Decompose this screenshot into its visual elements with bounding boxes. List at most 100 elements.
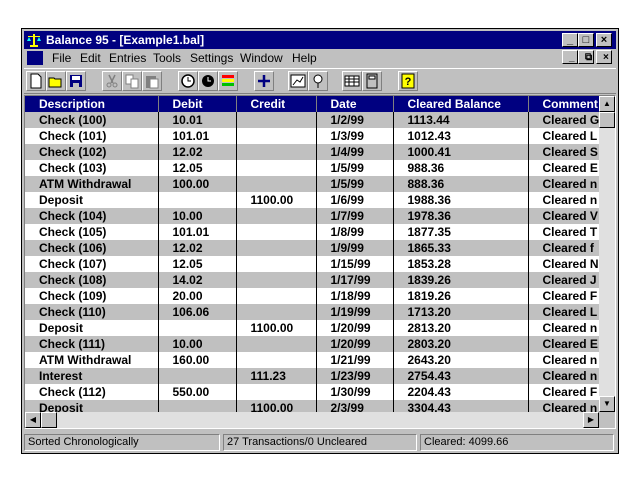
balloon-button[interactable]	[308, 71, 328, 91]
cell-cleared-balance[interactable]: 1877.35	[393, 224, 529, 240]
minimize-button[interactable]: _	[562, 33, 578, 47]
table-row[interactable]: Check (100) 10.01 1/2/99 1113.44 Cleared G	[25, 112, 601, 128]
cell-description[interactable]: Check (100)	[25, 112, 159, 128]
table-row[interactable]: Check (105) 101.01 1/8/99 1877.35 Cleared T	[25, 224, 601, 240]
table-row[interactable]: Check (108) 14.02 1/17/99 1839.26 Cleared J	[25, 272, 601, 288]
cell-comment[interactable]: Cleared J	[528, 272, 601, 288]
title-bar[interactable]: Balance 95 - [Example1.bal] _ □ ×	[24, 31, 616, 49]
cell-cleared-balance[interactable]: 1839.26	[393, 272, 529, 288]
cell-comment[interactable]: Cleared f	[528, 240, 601, 256]
table-row[interactable]: Check (111) 10.00 1/20/99 2803.20 Cleared E	[25, 336, 601, 352]
cell-date[interactable]: 1/4/99	[316, 144, 394, 160]
chart-button[interactable]	[288, 71, 308, 91]
table-row[interactable]: Check (104) 10.00 1/7/99 1978.36 Cleared V	[25, 208, 601, 224]
table-row[interactable]: Check (112) 550.00 1/30/99 2204.43 Cleared F	[25, 384, 601, 400]
col-date[interactable]: Date	[316, 96, 394, 112]
menu-edit[interactable]: Edit	[80, 51, 101, 65]
table-row[interactable]: Check (110) 106.06 1/19/99 1713.20 Cleared L	[25, 304, 601, 320]
cell-credit[interactable]	[236, 224, 317, 240]
cell-debit[interactable]: 100.00	[158, 176, 237, 192]
cell-credit[interactable]	[236, 160, 317, 176]
cell-comment[interactable]: Cleared N	[528, 256, 601, 272]
scroll-up-button[interactable]: ▲	[599, 96, 615, 112]
table-row[interactable]: Deposit 1100.00 1/6/99 1988.36 Cleared n	[25, 192, 601, 208]
cell-debit[interactable]: 12.02	[158, 144, 237, 160]
cell-cleared-balance[interactable]: 1978.36	[393, 208, 529, 224]
menu-entries[interactable]: Entries	[109, 51, 147, 65]
cell-credit[interactable]: 1100.00	[236, 320, 317, 336]
paste-button[interactable]	[142, 71, 162, 91]
horizontal-scrollbar[interactable]: ◀ ▶	[25, 412, 599, 428]
col-cleared-balance[interactable]: Cleared Balance	[393, 96, 529, 112]
cell-comment[interactable]: Cleared n	[528, 192, 601, 208]
cell-debit[interactable]: 101.01	[158, 128, 237, 144]
document-icon[interactable]	[27, 51, 43, 65]
cell-debit[interactable]: 10.00	[158, 336, 237, 352]
cell-description[interactable]: Check (106)	[25, 240, 159, 256]
grid-button[interactable]	[342, 71, 362, 91]
table-row[interactable]: Check (102) 12.02 1/4/99 1000.41 Cleared S	[25, 144, 601, 160]
cell-debit[interactable]: 20.00	[158, 288, 237, 304]
cell-date[interactable]: 1/6/99	[316, 192, 394, 208]
vertical-scrollbar[interactable]: ▲ ▼	[599, 96, 615, 412]
col-description[interactable]: Description	[25, 96, 159, 112]
cell-date[interactable]: 1/7/99	[316, 208, 394, 224]
cell-comment[interactable]: Cleared F	[528, 288, 601, 304]
cell-date[interactable]: 1/21/99	[316, 352, 394, 368]
cut-button[interactable]	[102, 71, 122, 91]
clock-button[interactable]	[178, 71, 198, 91]
cell-credit[interactable]	[236, 336, 317, 352]
cell-credit[interactable]	[236, 256, 317, 272]
cell-comment[interactable]: Cleared n	[528, 368, 601, 384]
cell-date[interactable]: 1/23/99	[316, 368, 394, 384]
cell-debit[interactable]: 12.05	[158, 160, 237, 176]
cell-credit[interactable]	[236, 384, 317, 400]
cell-date[interactable]: 1/8/99	[316, 224, 394, 240]
cell-debit[interactable]: 10.00	[158, 208, 237, 224]
transactions-grid[interactable]: Description Debit Credit Date Cleared Ba…	[24, 95, 616, 429]
vertical-scroll-thumb[interactable]	[599, 112, 615, 128]
scale-icon[interactable]	[26, 32, 42, 48]
cell-comment[interactable]: Cleared L	[528, 128, 601, 144]
cell-cleared-balance[interactable]: 1713.20	[393, 304, 529, 320]
cell-cleared-balance[interactable]: 888.36	[393, 176, 529, 192]
cell-date[interactable]: 1/9/99	[316, 240, 394, 256]
cell-description[interactable]: Deposit	[25, 192, 159, 208]
new-button[interactable]	[26, 71, 46, 91]
cell-description[interactable]: Check (111)	[25, 336, 159, 352]
table-row[interactable]: ATM Withdrawal 160.00 1/21/99 2643.20 Cleare…	[25, 352, 601, 368]
close-button[interactable]: ×	[596, 33, 612, 47]
cell-debit[interactable]	[158, 320, 237, 336]
cell-description[interactable]: ATM Withdrawal	[25, 352, 159, 368]
cell-date[interactable]: 1/3/99	[316, 128, 394, 144]
cell-debit[interactable]	[158, 192, 237, 208]
col-debit[interactable]: Debit	[158, 96, 237, 112]
clock-filled-button[interactable]	[198, 71, 218, 91]
table-row[interactable]: Interest 111.23 1/23/99 2754.43 Cleared n	[25, 368, 601, 384]
table-row[interactable]: Deposit 1100.00 1/20/99 2813.20 Cleared n	[25, 320, 601, 336]
cell-cleared-balance[interactable]: 2754.43	[393, 368, 529, 384]
cell-description[interactable]: Check (105)	[25, 224, 159, 240]
cell-description[interactable]: Check (101)	[25, 128, 159, 144]
cell-credit[interactable]	[236, 128, 317, 144]
cell-description[interactable]: Deposit	[25, 320, 159, 336]
cell-date[interactable]: 1/17/99	[316, 272, 394, 288]
cell-comment[interactable]: Cleared L	[528, 304, 601, 320]
cell-date[interactable]: 1/15/99	[316, 256, 394, 272]
cell-cleared-balance[interactable]: 1819.26	[393, 288, 529, 304]
cell-credit[interactable]	[236, 144, 317, 160]
table-row[interactable]: Check (101) 101.01 1/3/99 1012.43 Cleared L	[25, 128, 601, 144]
calculator-button[interactable]	[362, 71, 382, 91]
cell-comment[interactable]: Cleared n	[528, 176, 601, 192]
cell-cleared-balance[interactable]: 2813.20	[393, 320, 529, 336]
scroll-down-button[interactable]: ▼	[599, 396, 615, 412]
menu-file[interactable]: File	[52, 51, 72, 65]
cell-debit[interactable]: 106.06	[158, 304, 237, 320]
cell-description[interactable]: Check (102)	[25, 144, 159, 160]
maximize-button[interactable]: □	[578, 33, 594, 47]
save-button[interactable]	[66, 71, 86, 91]
cell-credit[interactable]	[236, 304, 317, 320]
table-row[interactable]: Check (103) 12.05 1/5/99 988.36 Cleared E	[25, 160, 601, 176]
cell-comment[interactable]: Cleared T	[528, 224, 601, 240]
cell-description[interactable]: Check (107)	[25, 256, 159, 272]
